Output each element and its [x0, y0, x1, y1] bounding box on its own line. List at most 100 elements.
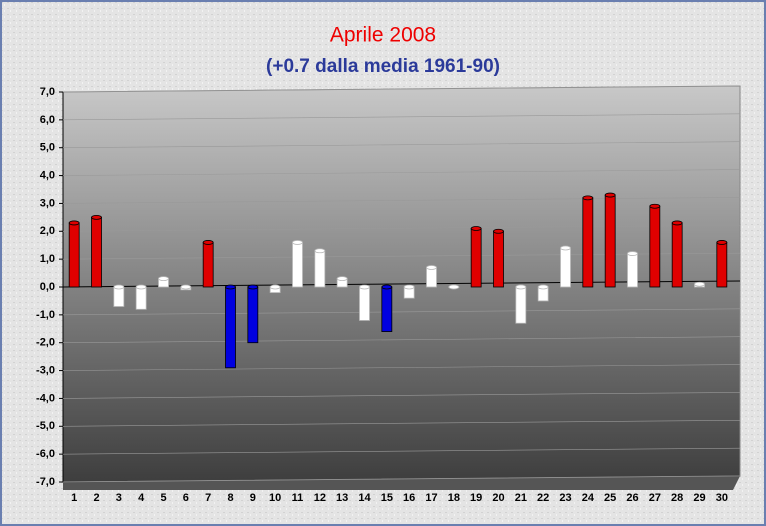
bar-cap — [247, 284, 259, 290]
bar-cap — [627, 251, 638, 256]
bar-cap — [158, 276, 169, 282]
bar — [292, 242, 303, 288]
bar — [582, 197, 594, 288]
x-tick-label: 22 — [537, 492, 549, 504]
bar — [470, 228, 482, 288]
bar-cap — [694, 281, 705, 287]
bar — [604, 194, 616, 288]
x-tick-label: 6 — [183, 492, 189, 504]
x-tick-label: 26 — [626, 492, 638, 504]
bar — [381, 286, 393, 332]
x-tick-label: 24 — [582, 492, 595, 504]
chart-title: Aprile 2008 — [330, 24, 436, 47]
x-tick-label: 1 — [71, 492, 77, 504]
x-tick-label: 21 — [515, 492, 527, 504]
bar — [426, 267, 437, 288]
bar-cap — [470, 226, 482, 231]
x-tick-label: 23 — [559, 492, 571, 504]
y-tick-label: 2,0 — [40, 225, 55, 237]
y-tick-label: -1,0 — [36, 309, 55, 321]
y-tick-label: 7,0 — [40, 86, 55, 98]
bar-cap — [448, 284, 460, 290]
bar-cap — [426, 265, 437, 270]
bar — [202, 242, 214, 288]
bar-cap — [91, 214, 102, 220]
x-tick-label: 20 — [492, 492, 504, 504]
bar-cap — [225, 284, 236, 290]
x-tick-label: 8 — [227, 492, 233, 504]
x-tick-label: 9 — [250, 492, 256, 504]
bar — [649, 205, 661, 288]
x-tick-label: 16 — [403, 492, 415, 504]
y-tick-label: 6,0 — [40, 114, 55, 126]
y-tick-label: -4,0 — [36, 392, 55, 404]
x-tick-label: 3 — [116, 492, 122, 504]
grid-line — [62, 419, 741, 427]
x-tick-label: 17 — [425, 492, 437, 504]
bar-cap — [671, 220, 683, 226]
x-tick-label: 25 — [604, 492, 616, 504]
bar — [68, 222, 80, 288]
x-tick-label: 4 — [138, 492, 145, 504]
grid-line — [62, 336, 741, 344]
bar-cap — [381, 284, 393, 290]
bar — [671, 222, 683, 288]
bar-cap — [359, 284, 370, 290]
bar-cap — [292, 240, 303, 245]
bar — [359, 286, 370, 321]
x-tick-label: 10 — [269, 492, 281, 504]
bar-cap — [314, 248, 326, 254]
bar — [314, 250, 326, 288]
bar-cap — [515, 284, 527, 290]
bar — [627, 253, 638, 288]
x-tick-label: 14 — [358, 492, 371, 504]
bar — [493, 230, 504, 288]
x-tick-label: 30 — [716, 492, 728, 504]
x-tick-label: 2 — [93, 492, 99, 504]
x-tick-label: 15 — [381, 492, 393, 504]
bar — [247, 286, 259, 344]
y-tick-label: -5,0 — [36, 420, 55, 432]
bar-cap — [493, 228, 504, 234]
y-tick-label: 0,0 — [40, 281, 55, 293]
x-tick-label: 13 — [336, 492, 348, 504]
grid-line — [62, 169, 741, 176]
chart-subtitle: (+0.7 dalla media 1961-90) — [266, 56, 500, 77]
bar-cap — [537, 284, 549, 290]
y-tick-label: -6,0 — [36, 448, 55, 460]
grid-line — [62, 392, 741, 399]
y-tick-label: 3,0 — [40, 197, 55, 209]
x-tick-label: 5 — [160, 492, 166, 504]
grid-line — [62, 224, 741, 232]
bar-cap — [202, 240, 214, 245]
bar-cap — [403, 284, 415, 290]
bar-cap — [336, 276, 348, 282]
grid-line — [62, 364, 741, 371]
y-tick-label: -7,0 — [36, 476, 55, 488]
x-tick-label: 27 — [649, 492, 661, 504]
x-tick-label: 18 — [448, 492, 460, 504]
grid-line — [62, 308, 741, 316]
y-tick-label: 4,0 — [40, 169, 55, 181]
bar — [113, 286, 125, 307]
grid-line — [62, 475, 741, 483]
floor — [63, 476, 740, 490]
grid-line — [62, 113, 741, 121]
x-tick-label: 28 — [671, 492, 683, 504]
grid-line — [62, 85, 741, 93]
bar-cap — [716, 240, 728, 245]
bar-cap — [582, 195, 594, 201]
grid-line — [62, 447, 741, 455]
x-tick-label: 12 — [314, 492, 326, 504]
x-tick-label: 19 — [470, 492, 482, 504]
bar-cap — [68, 220, 80, 226]
grid-line — [62, 141, 741, 149]
x-tick-label: 11 — [292, 492, 304, 504]
x-tick-label: 29 — [693, 492, 705, 504]
y-tick-label: 5,0 — [40, 142, 55, 154]
bar-cap — [560, 245, 571, 251]
bar — [225, 286, 236, 369]
bar-cap — [135, 284, 147, 290]
bar-cap — [604, 192, 616, 198]
